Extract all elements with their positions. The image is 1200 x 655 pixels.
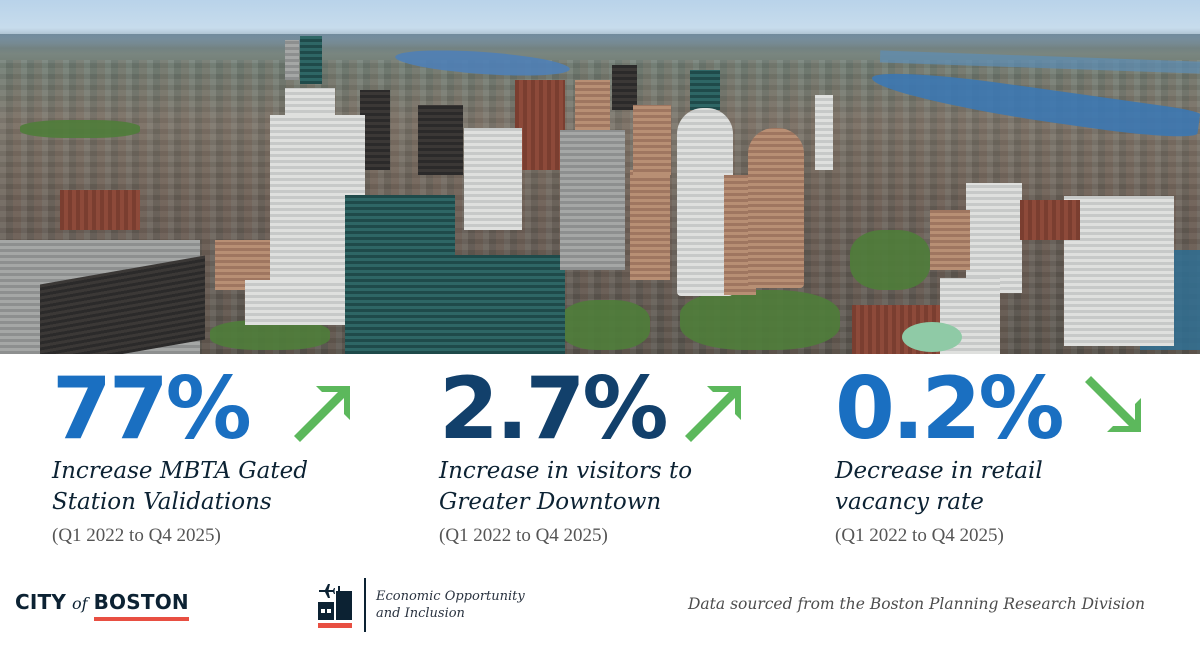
building: [630, 170, 670, 280]
logo-of-text: of: [72, 594, 88, 613]
building: [464, 128, 522, 230]
park-area: [560, 300, 650, 350]
stat-period: (Q1 2022 to Q4 2025): [835, 525, 1004, 546]
stat-description: Increase MBTA Gated Station Validations: [52, 458, 308, 515]
stat-card-downtown-visitors: 2.7% Increase in visitors to Greater Dow…: [439, 366, 799, 547]
arrow-up-right-icon: [685, 386, 741, 442]
stat-value: 77%: [52, 359, 252, 459]
custom-house-tower: [815, 95, 833, 170]
building: [515, 80, 565, 170]
stat-card-mbta-validations: 77% Increase MBTA Gated Station Validati…: [52, 366, 412, 547]
building: [285, 40, 299, 80]
stat-value: 2.7%: [439, 359, 669, 459]
harbor-tower: [1064, 196, 1174, 346]
logo-divider: [364, 578, 366, 632]
harbor-towers-1: [677, 108, 733, 296]
building: [966, 183, 1022, 293]
building: [560, 130, 625, 270]
greenway-park: [850, 230, 930, 290]
stat-card-retail-vacancy: 0.2% Decrease in retail vacancy rate (Q1…: [835, 366, 1195, 547]
glass-office-building: [425, 255, 565, 354]
building: [1020, 200, 1080, 240]
stat-description: Increase in visitors to Greater Downtown: [439, 458, 693, 515]
building: [245, 280, 355, 325]
rooftop-garden: [210, 320, 330, 350]
stat-period: (Q1 2022 to Q4 2025): [439, 525, 608, 546]
arrow-down-right-icon: [1085, 376, 1141, 432]
department-name: Economic Opportunity and Inclusion: [376, 589, 525, 621]
stat-description: Decrease in retail vacancy rate: [835, 458, 1043, 515]
logo-city-text: CITY: [15, 590, 67, 614]
building: [300, 36, 322, 84]
city-of-boston-logo: CITY of BOSTON: [15, 590, 189, 621]
building: [60, 190, 140, 230]
building: [633, 105, 671, 175]
hero-skyline-photo: [0, 0, 1200, 354]
building: [690, 70, 720, 110]
logo-boston-wordmark: BOSTON: [93, 590, 189, 621]
stat-value: 0.2%: [835, 359, 1065, 459]
stat-period: (Q1 2022 to Q4 2025): [52, 525, 221, 546]
green-dome: [902, 322, 962, 352]
building: [612, 65, 637, 110]
building: [930, 210, 970, 270]
logo-red-underline: [93, 617, 189, 621]
arrow-up-right-icon: [294, 386, 350, 442]
building: [418, 105, 463, 175]
building: [360, 90, 390, 170]
airport-skyline-icon: [318, 584, 352, 628]
harbor-towers-2: [748, 128, 804, 288]
park-area: [20, 120, 140, 138]
horizon-haze: [0, 34, 1200, 54]
greenway-park: [680, 290, 840, 350]
data-source-note: Data sourced from the Boston Planning Re…: [688, 595, 1145, 613]
